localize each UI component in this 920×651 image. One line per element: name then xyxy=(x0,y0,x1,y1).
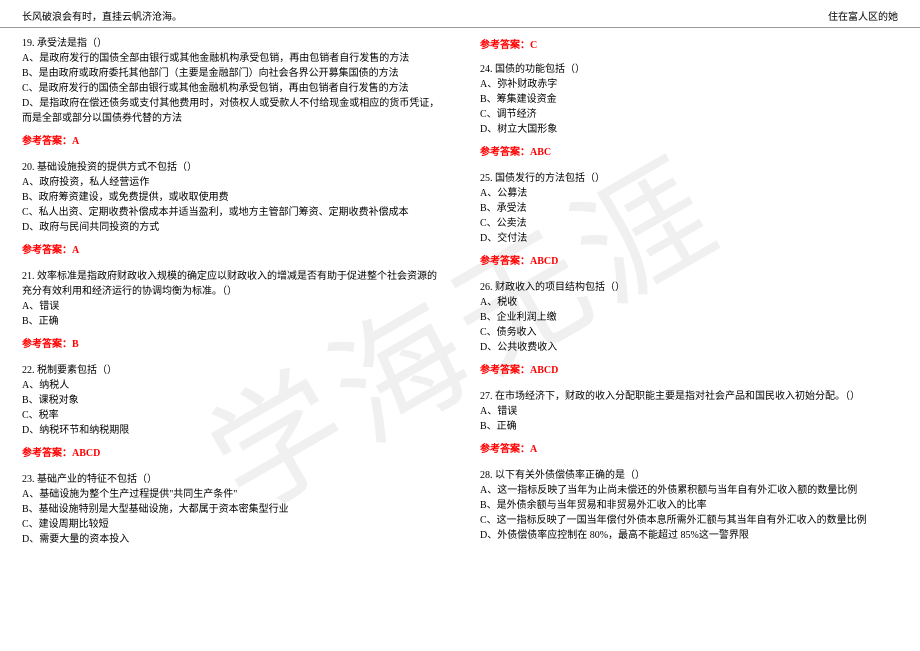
question-option: D、交付法 xyxy=(480,231,898,246)
answer-label: 参考答案：C xyxy=(480,36,898,51)
question-option: A、弥补财政赤字 xyxy=(480,77,898,92)
question-option: B、课税对象 xyxy=(22,393,440,408)
question-option: A、基础设施为整个生产过程提供"共同生产条件" xyxy=(22,487,440,502)
left-column: 19. 承受法是指（） A、是政府发行的国债全部由银行或其他金融机构承受包销，再… xyxy=(22,36,470,558)
question-24: 24. 国债的功能包括（） A、弥补财政赤字 B、筹集建设资金 C、调节经济 D… xyxy=(480,62,898,160)
question-option: A、政府投资，私人经营运作 xyxy=(22,175,440,190)
header-left: 长风破浪会有时，直挂云帆济沧海。 xyxy=(22,8,182,23)
question-option: B、筹集建设资金 xyxy=(480,92,898,107)
question-option: A、是政府发行的国债全部由银行或其他金融机构承受包销，再由包销者自行发售的方法 xyxy=(22,51,440,66)
question-option: C、这一指标反映了一国当年偿付外债本息所需外汇额与其当年自有外汇收入的数量比例 xyxy=(480,513,898,528)
question-option: A、这一指标反映了当年为止尚未偿还的外债累积额与当年自有外汇收入额的数量比例 xyxy=(480,483,898,498)
page-header: 长风破浪会有时，直挂云帆济沧海。 住在富人区的她 xyxy=(0,0,920,28)
question-option: A、税收 xyxy=(480,295,898,310)
question-option: B、基础设施特别是大型基础设施，大都属于资本密集型行业 xyxy=(22,502,440,517)
question-option: B、正确 xyxy=(480,419,898,434)
question-title: 23. 基础产业的特征不包括（） xyxy=(22,472,440,487)
question-option: B、企业利润上缴 xyxy=(480,310,898,325)
right-column: 参考答案：C 24. 国债的功能包括（） A、弥补财政赤字 B、筹集建设资金 C… xyxy=(470,36,898,558)
question-option: C、债务收入 xyxy=(480,325,898,340)
answer-label: 参考答案：ABCD xyxy=(480,363,898,378)
question-option: B、正确 xyxy=(22,314,440,329)
question-option: C、建设周期比较短 xyxy=(22,517,440,532)
question-option: A、纳税人 xyxy=(22,378,440,393)
question-option: C、公卖法 xyxy=(480,216,898,231)
header-right: 住在富人区的她 xyxy=(828,8,898,23)
question-title: 22. 税制要素包括（） xyxy=(22,363,440,378)
answer-label: 参考答案：A xyxy=(22,243,440,258)
answer-label: 参考答案：ABC xyxy=(480,145,898,160)
question-title: 27. 在市场经济下，财政的收入分配职能主要是指对社会产品和国民收入初始分配。（… xyxy=(480,389,898,404)
question-27: 27. 在市场经济下，财政的收入分配职能主要是指对社会产品和国民收入初始分配。（… xyxy=(480,389,898,457)
answer-label: 参考答案：A xyxy=(22,134,440,149)
question-19: 19. 承受法是指（） A、是政府发行的国债全部由银行或其他金融机构承受包销，再… xyxy=(22,36,440,149)
question-23: 23. 基础产业的特征不包括（） A、基础设施为整个生产过程提供"共同生产条件"… xyxy=(22,472,440,547)
question-title: 21. 效率标准是指政府财政收入规模的确定应以财政收入的增减是否有助于促进整个社… xyxy=(22,269,440,299)
answer-label: 参考答案：B xyxy=(22,337,440,352)
question-option: B、是由政府或政府委托其他部门（主要是金融部门）向社会各界公开募集国债的方法 xyxy=(22,66,440,81)
answer-label: 参考答案：ABCD xyxy=(480,254,898,269)
question-option: D、需要大量的资本投入 xyxy=(22,532,440,547)
question-title: 26. 财政收入的项目结构包括（） xyxy=(480,280,898,295)
page-content: 19. 承受法是指（） A、是政府发行的国债全部由银行或其他金融机构承受包销，再… xyxy=(0,28,920,566)
question-option: B、是外债余额与当年贸易和非贸易外汇收入的比率 xyxy=(480,498,898,513)
question-option: A、错误 xyxy=(480,404,898,419)
question-option: D、树立大国形象 xyxy=(480,122,898,137)
question-26: 26. 财政收入的项目结构包括（） A、税收 B、企业利润上缴 C、债务收入 D… xyxy=(480,280,898,378)
question-option: B、政府筹资建设，或免费提供，或收取使用费 xyxy=(22,190,440,205)
question-28: 28. 以下有关外债偿债率正确的是（） A、这一指标反映了当年为止尚未偿还的外债… xyxy=(480,468,898,543)
question-option: C、税率 xyxy=(22,408,440,423)
question-option: D、公共收费收入 xyxy=(480,340,898,355)
question-option: C、调节经济 xyxy=(480,107,898,122)
answer-label: 参考答案：ABCD xyxy=(22,446,440,461)
question-title: 25. 国债发行的方法包括（） xyxy=(480,171,898,186)
question-option: C、是政府发行的国债全部由银行或其他金融机构承受包销，再由包销者自行发售的方法 xyxy=(22,81,440,96)
question-option: D、纳税环节和纳税期限 xyxy=(22,423,440,438)
question-option: D、政府与民间共同投资的方式 xyxy=(22,220,440,235)
question-option: A、错误 xyxy=(22,299,440,314)
question-22: 22. 税制要素包括（） A、纳税人 B、课税对象 C、税率 D、纳税环节和纳税… xyxy=(22,363,440,461)
question-title: 28. 以下有关外债偿债率正确的是（） xyxy=(480,468,898,483)
answer-label: 参考答案：A xyxy=(480,442,898,457)
question-25: 25. 国债发行的方法包括（） A、公募法 B、承受法 C、公卖法 D、交付法 … xyxy=(480,171,898,269)
question-20: 20. 基础设施投资的提供方式不包括（） A、政府投资，私人经营运作 B、政府筹… xyxy=(22,160,440,258)
question-option: D、外债偿债率应控制在 80%，最高不能超过 85%这一警界限 xyxy=(480,528,898,543)
question-option: C、私人出资、定期收费补偿成本并适当盈利，或地方主管部门筹资、定期收费补偿成本 xyxy=(22,205,440,220)
question-option: B、承受法 xyxy=(480,201,898,216)
question-option: D、是指政府在偿还债务或支付其他费用时，对债权人或受款人不付给现金或相应的货币凭… xyxy=(22,96,440,126)
question-title: 24. 国债的功能包括（） xyxy=(480,62,898,77)
question-21: 21. 效率标准是指政府财政收入规模的确定应以财政收入的增减是否有助于促进整个社… xyxy=(22,269,440,352)
question-option: A、公募法 xyxy=(480,186,898,201)
question-title: 19. 承受法是指（） xyxy=(22,36,440,51)
question-title: 20. 基础设施投资的提供方式不包括（） xyxy=(22,160,440,175)
